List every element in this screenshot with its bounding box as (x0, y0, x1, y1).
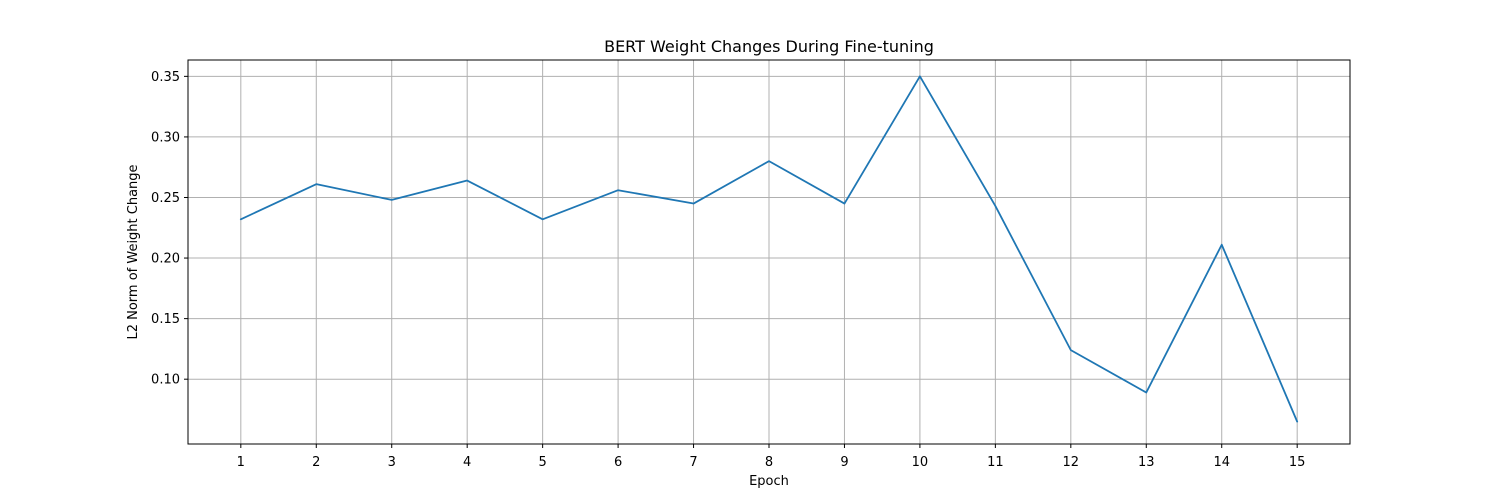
y-tick-label: 0.15 (151, 312, 180, 327)
x-tick-label: 6 (614, 455, 622, 470)
y-tick-label: 0.35 (151, 70, 180, 85)
x-tick-label: 12 (1063, 455, 1080, 470)
series-line (239, 75, 1299, 423)
x-tick-label: 5 (538, 455, 546, 470)
x-tick-label: 8 (765, 455, 773, 470)
y-tick-label: 0.25 (151, 191, 180, 206)
y-tick-label: 0.30 (151, 130, 180, 145)
x-tick-label: 15 (1289, 455, 1306, 470)
plot-frame (187, 59, 1351, 445)
x-tick-label: 10 (912, 455, 929, 470)
x-tick-label: 13 (1138, 455, 1155, 470)
x-tick-label: 4 (463, 455, 471, 470)
y-tick-label: 0.10 (151, 373, 180, 388)
x-tick-label: 11 (987, 455, 1004, 470)
x-tick-label: 1 (237, 455, 245, 470)
x-tick-label: 14 (1213, 455, 1230, 470)
y-axis-label: L2 Norm of Weight Change (126, 164, 141, 339)
y-axis-ticks: 0.10 0.15 0.20 0.25 0.30 0.35 (151, 70, 188, 388)
x-tick-label: 9 (840, 455, 848, 470)
x-axis-label: Epoch (749, 474, 789, 489)
x-tick-label: 2 (312, 455, 320, 470)
y-tick-label: 0.20 (151, 252, 180, 267)
x-tick-label: 7 (689, 455, 697, 470)
chart-title: BERT Weight Changes During Fine-tuning (604, 37, 934, 56)
x-axis-ticks: 1 2 3 4 5 6 7 8 9 10 11 12 13 14 15 (237, 444, 1306, 470)
x-tick-label: 3 (388, 455, 396, 470)
series-layer (239, 75, 1299, 423)
